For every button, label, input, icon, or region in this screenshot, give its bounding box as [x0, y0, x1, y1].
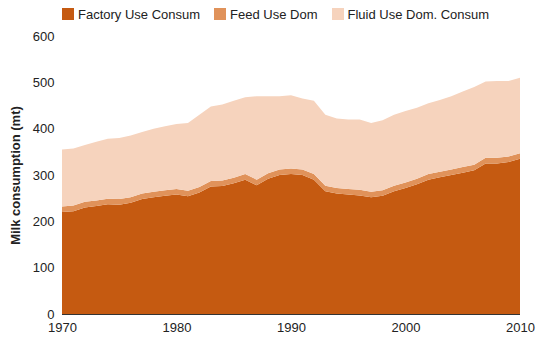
svg-text:1990: 1990 — [277, 320, 306, 335]
svg-text:Milk consumption (mt): Milk consumption (mt) — [8, 106, 23, 245]
html-text:Feed Use Dom: Feed Use Dom — [230, 6, 318, 22]
svg-text:200: 200 — [33, 214, 55, 229]
svg-text:100: 100 — [33, 260, 55, 275]
svg-text:2010: 2010 — [506, 320, 535, 335]
svg-text:1980: 1980 — [163, 320, 192, 335]
svg-text:400: 400 — [33, 121, 55, 136]
svg-text:0: 0 — [47, 306, 55, 322]
html-text:Factory Use Consum: Factory Use Consum — [78, 6, 201, 22]
svg-text:500: 500 — [33, 75, 55, 90]
svg-text:1970: 1970 — [48, 320, 77, 335]
svg-text:2000: 2000 — [392, 320, 421, 335]
svg-text:300: 300 — [33, 168, 55, 183]
html-text:Fluid Use Dom. Consum: Fluid Use Dom. Consum — [347, 6, 490, 22]
svg-text:600: 600 — [33, 29, 55, 44]
